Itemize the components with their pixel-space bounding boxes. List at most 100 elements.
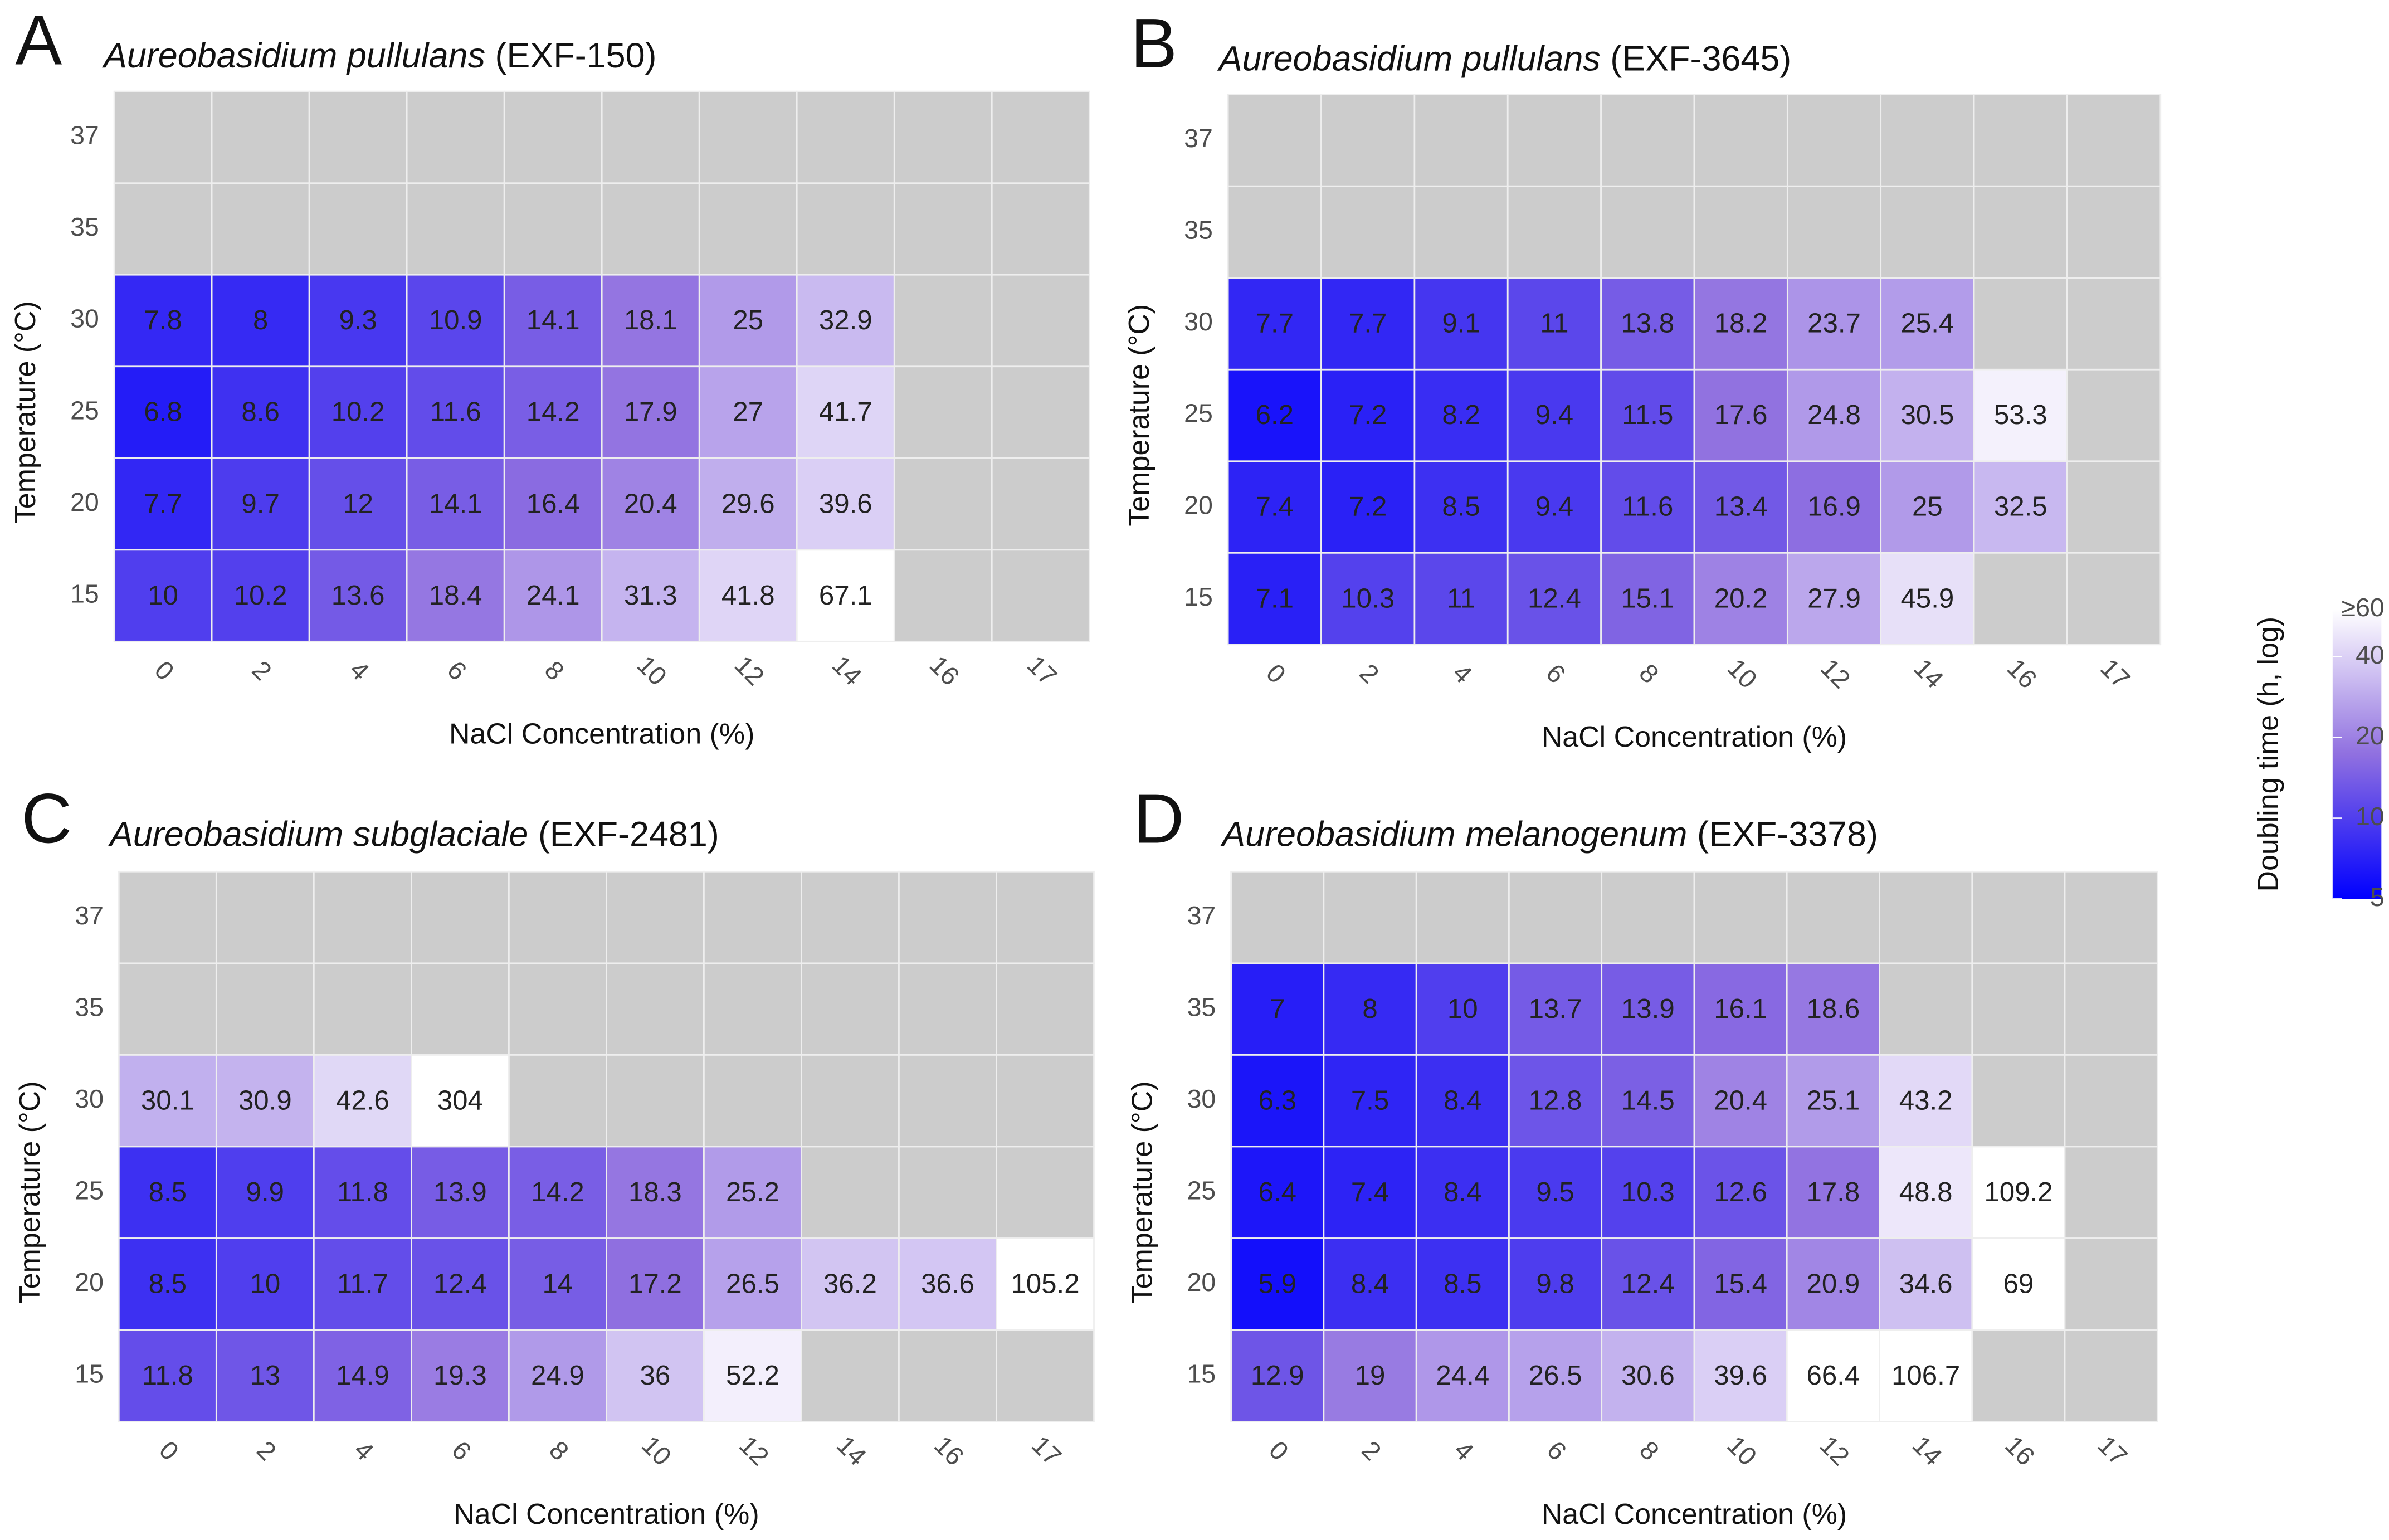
cell-label: 10 [250, 1268, 280, 1299]
missing-cell [801, 870, 900, 964]
heatmap-cell [1786, 962, 1880, 1056]
missing-cell [211, 90, 310, 184]
missing-cell [503, 90, 603, 184]
y-tick-label: 30 [70, 304, 99, 333]
missing-cell [1879, 962, 1973, 1056]
cell-label: 53.3 [1994, 399, 2047, 430]
cell-label: 5.9 [1259, 1268, 1296, 1299]
heatmap-cell [1230, 1329, 1325, 1422]
heatmap-cell [698, 549, 798, 642]
cell-label: 10.2 [331, 397, 385, 427]
missing-cell [118, 870, 217, 964]
cell-label: 66.4 [1806, 1360, 1860, 1391]
missing-cell [1227, 94, 1322, 187]
heatmap-cell [1693, 552, 1788, 646]
cell-label: 10.9 [429, 305, 482, 335]
missing-cell [991, 457, 1090, 551]
heatmap-cell [1415, 962, 1510, 1056]
missing-cell [1320, 94, 1416, 187]
cell-label: 29.6 [721, 488, 775, 519]
x-tick-label: 6 [442, 655, 472, 686]
x-tick-label: 12 [729, 650, 770, 691]
cell-label: 7.5 [1351, 1085, 1389, 1115]
heatmap-cell [1600, 460, 1695, 554]
missing-cell [508, 1054, 607, 1148]
x-tick-label: 4 [349, 1435, 379, 1466]
heatmap-cell [308, 365, 408, 459]
cell-label: 34.6 [1899, 1268, 1953, 1299]
cell-label: 69 [2003, 1268, 2034, 1299]
y-tick-label: 20 [1187, 1268, 1216, 1297]
heatmap-cell [801, 1237, 900, 1331]
missing-cell [606, 962, 705, 1056]
missing-cell [1600, 94, 1695, 187]
cell-label: 8.5 [149, 1268, 187, 1299]
cell-label: 14.1 [526, 305, 580, 335]
cell-label: 109.2 [1984, 1177, 2052, 1207]
heatmap-cell [1600, 552, 1695, 646]
panel-title: Aureobasidium pullulans (EXF-150) [101, 36, 657, 75]
missing-cell [1880, 185, 1975, 279]
cell-label: 17.2 [628, 1268, 682, 1299]
x-tick-label: 10 [1722, 1430, 1762, 1471]
missing-cell [1413, 185, 1509, 279]
cell-label: 14.1 [429, 488, 482, 519]
missing-cell [1508, 870, 1603, 964]
heatmap-cell [1230, 1237, 1325, 1331]
cell-label: 7.7 [1349, 308, 1387, 339]
y-tick-label: 35 [1187, 992, 1216, 1021]
heatmap-cell [1786, 277, 1882, 371]
heatmap-cell [1693, 962, 1788, 1056]
cell-label: 27 [733, 397, 763, 427]
cell-label: 105.2 [1011, 1268, 1079, 1299]
cell-label: 7.2 [1349, 491, 1387, 522]
x-tick-label: 10 [1722, 653, 1763, 694]
heatmap-cell [118, 1237, 217, 1331]
missing-cell [1786, 94, 1882, 187]
heatmap-cell [1508, 1146, 1603, 1239]
heatmap-cell [406, 457, 505, 551]
heatmap-cell [508, 1237, 607, 1331]
heatmap-cell [1601, 1054, 1695, 1148]
species: Aureobasidium subglaciale [108, 815, 528, 854]
cell-label: 24.9 [531, 1360, 584, 1391]
cell-label: 17.9 [624, 397, 677, 427]
strain: (EXF-2481) [538, 815, 719, 854]
missing-cell [1971, 1329, 2066, 1422]
cell-label: 11.7 [337, 1268, 388, 1299]
heatmap-cell [1230, 1054, 1325, 1148]
missing-cell [991, 90, 1090, 184]
cell-label: 11 [1447, 583, 1475, 613]
cell-label: 24.4 [1436, 1360, 1489, 1391]
x-tick-label: 12 [734, 1430, 774, 1471]
missing-cell [2064, 962, 2158, 1056]
missing-cell [2064, 1329, 2158, 1422]
cell-label: 41.8 [721, 580, 775, 611]
cell-label: 25.4 [1900, 308, 1954, 339]
heatmap-cell [1323, 1146, 1417, 1239]
missing-cell [1786, 870, 1880, 964]
missing-cell [1415, 870, 1510, 964]
y-axis-title: Temperature (°C) [9, 301, 42, 523]
heatmap-cell [1971, 1237, 2066, 1331]
cell-label: 6.2 [1256, 399, 1294, 430]
species: Aureobasidium pullulans [101, 36, 485, 75]
cell-label: 18.6 [1806, 993, 1860, 1024]
heatmap-cell [796, 457, 895, 551]
heatmap-cell [215, 1237, 315, 1331]
cell-label: 18.2 [1714, 308, 1768, 339]
x-tick-label: 8 [544, 1435, 574, 1466]
cell-label: 16.4 [526, 488, 580, 519]
x-tick-label: 16 [2000, 1430, 2040, 1471]
heatmap-cell [1323, 1329, 1417, 1422]
heatmap-cell [1786, 1054, 1880, 1148]
missing-cell [118, 962, 217, 1056]
heatmap-cell [1973, 368, 2068, 462]
missing-cell [1227, 185, 1322, 279]
heatmap-cell [1413, 552, 1509, 646]
x-tick-label: 6 [446, 1435, 477, 1466]
missing-cell [991, 182, 1090, 276]
cell-label: 25 [733, 305, 763, 335]
heatmap-cell [606, 1237, 705, 1331]
missing-cell [893, 274, 993, 368]
